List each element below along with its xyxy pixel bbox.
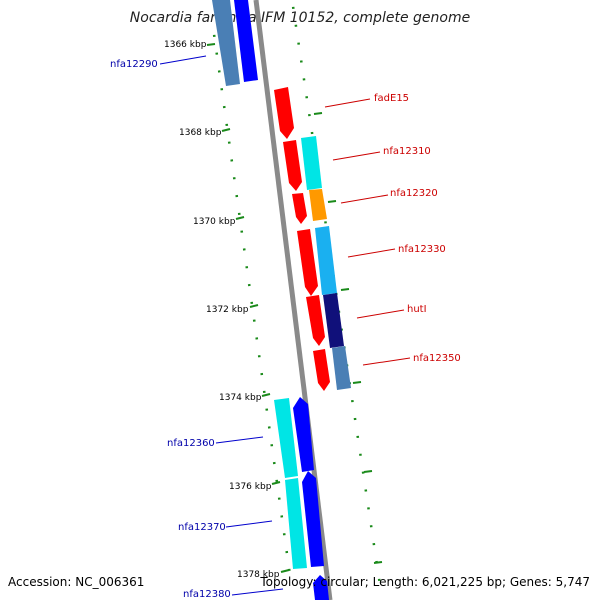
gene-hutI[interactable] [306,293,344,348]
gene-label-nfa12350[interactable]: nfa12350 [413,353,461,364]
scale-label: 1376 kbp [229,482,272,492]
scale-label: 1374 kbp [219,393,262,403]
gene-labels: nfa12290 fadE15 nfa12310 nfa12320 nfa123… [110,59,461,600]
gene-label-nfa12360[interactable]: nfa12360 [167,438,215,449]
gene-label-nfa12380[interactable]: nfa12380 [183,589,231,600]
inner-tick-marks [212,34,291,571]
topology-text: Topology: circular; Length: 6,021,225 bp… [260,575,590,589]
gene-label-nfa12320[interactable]: nfa12320 [390,188,438,199]
gene-label-nfa12290[interactable]: nfa12290 [110,59,158,70]
gene-label-nfa12310[interactable]: nfa12310 [383,146,431,157]
gene-nfa12310[interactable] [283,136,322,191]
gene-nfa12290[interactable] [212,0,258,86]
gene-fadE15[interactable] [274,87,294,139]
gene-nfa12370[interactable] [285,471,324,569]
scale-ticks [206,43,290,573]
scale-label: 1372 kbp [206,305,249,315]
gene-label-nfa12370[interactable]: nfa12370 [178,522,226,533]
scale-labels: 1366 kbp 1368 kbp 1370 kbp 1372 kbp 1374… [164,40,280,580]
outer-scale-ticks [313,112,383,564]
scale-label: 1370 kbp [193,217,236,227]
gene-label-nfa12330[interactable]: nfa12330 [398,244,446,255]
gene-nfa12330[interactable] [297,226,337,296]
scale-label: 1366 kbp [164,40,207,50]
gene-nfa12320[interactable] [292,189,327,224]
gene-label-hutI[interactable]: hutI [407,304,427,315]
scale-label: 1378 kbp [237,570,280,580]
gene-nfa12360[interactable] [274,397,314,478]
gene-nfa12380[interactable] [313,575,329,600]
gene-label-fadE15[interactable]: fadE15 [374,93,409,104]
accession-text: Accession: NC_006361 [8,575,145,589]
label-lines [159,55,411,596]
gene-nfa12350[interactable] [313,346,351,391]
scale-label: 1368 kbp [179,128,222,138]
